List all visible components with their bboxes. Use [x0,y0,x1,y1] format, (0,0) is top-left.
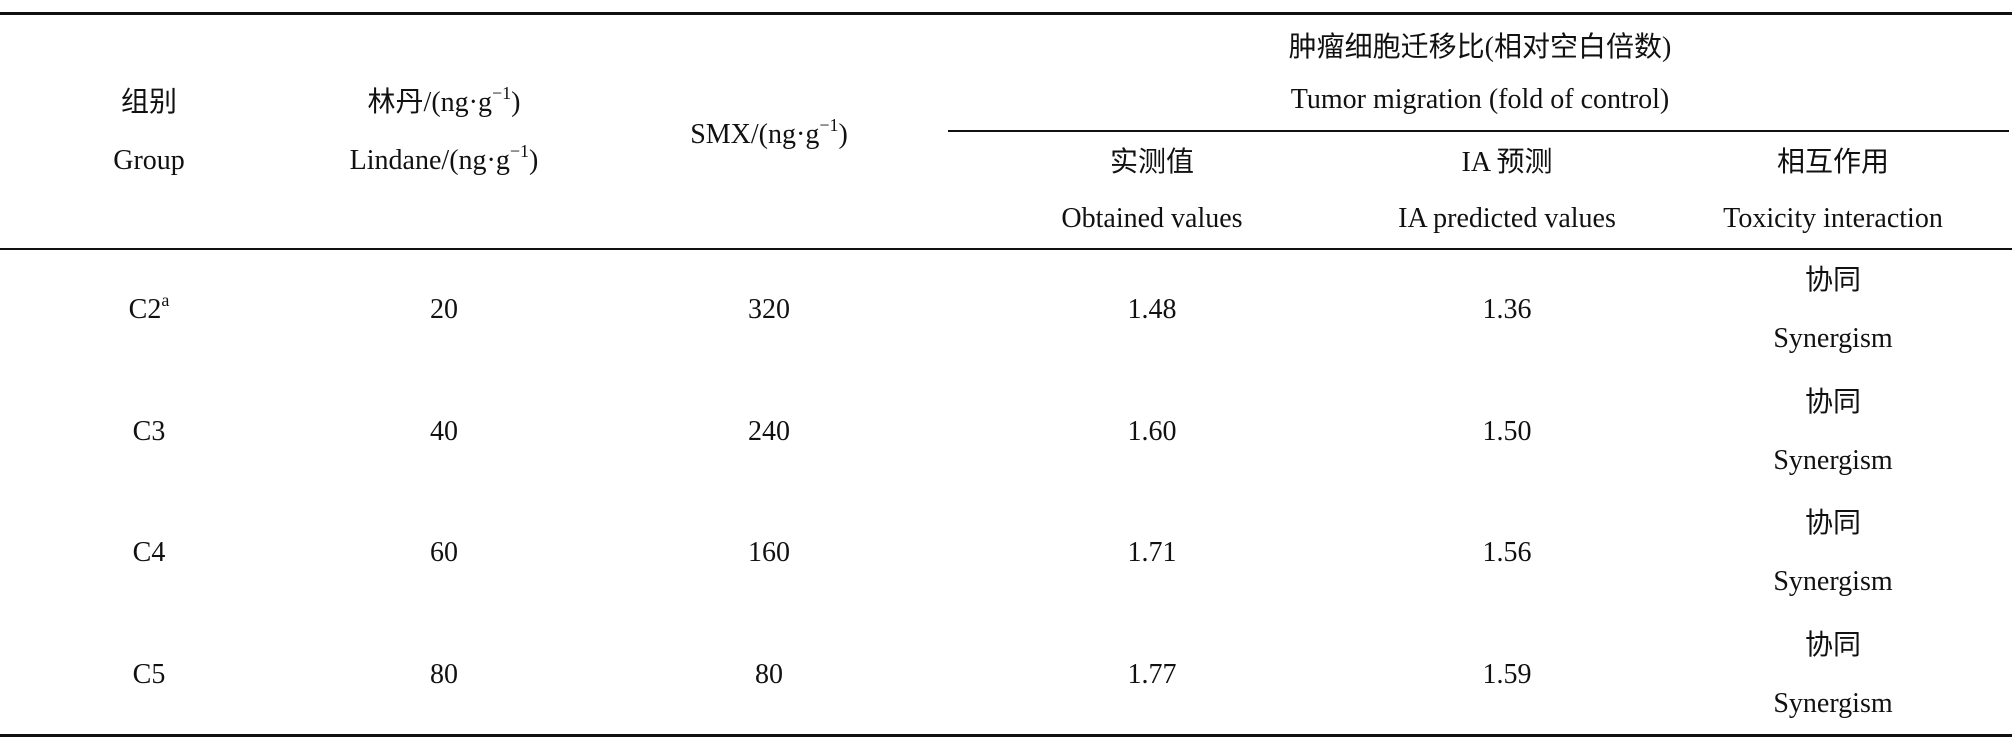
row-group-sup: a [161,290,170,310]
span-rule [948,130,2009,132]
header-lindane-en-text: Lindane/(ng·g [349,145,510,176]
header-smx-text: SMX/(ng·g [690,119,820,150]
row-obtained: 1.71 [1127,537,1177,568]
top-rule [0,12,2012,15]
header-smx-tail: ) [838,119,848,150]
row-interaction-en: Synergism [1773,445,1893,476]
header-lindane-en: Lindane/(ng·g−1) [349,142,539,176]
row-group: C3 [133,418,166,446]
row-interaction-zh: 协同 [1804,630,1862,661]
row-group-text: C3 [132,416,166,447]
row-smx: 320 [748,294,790,325]
row-group-text: C4 [132,537,166,568]
row-interaction-en: Synergism [1773,688,1893,719]
row-smx: 80 [755,659,783,690]
header-tumor-zh: 肿瘤细胞迁移比(相对空白倍数) [1288,32,1672,63]
header-group-zh: 组别 [120,87,178,118]
header-lindane-zh-sup: −1 [491,83,512,103]
header-smx: SMX/(ng·g−1) [690,116,848,150]
row-interaction-en: Synergism [1773,566,1893,597]
header-lindane-zh-tail: ) [511,87,521,118]
row-lindane: 40 [430,416,458,447]
row-obtained: 1.60 [1127,416,1177,447]
row-obtained: 1.77 [1127,659,1177,690]
row-group-text: C5 [132,659,166,690]
bottom-rule [0,734,2012,737]
header-interaction-en: Toxicity interaction [1723,203,1943,234]
row-group: C5 [133,661,166,689]
row-lindane: 60 [430,537,458,568]
row-ia-predicted: 1.50 [1482,416,1532,447]
row-interaction-zh: 协同 [1804,508,1862,539]
header-interaction-zh: 相互作用 [1776,147,1890,178]
row-ia-predicted: 1.36 [1482,294,1532,325]
row-interaction-zh: 协同 [1804,387,1862,418]
row-ia-predicted: 1.59 [1482,659,1532,690]
row-group: C4 [133,539,166,567]
header-lindane-zh-text: 林丹/(ng·g [367,87,492,118]
header-smx-sup: −1 [819,115,839,135]
header-obtained-en: Obtained values [1061,203,1243,234]
header-ia-predicted-zh: IA 预测 [1461,147,1553,178]
row-smx: 160 [748,537,790,568]
header-tumor-en: Tumor migration (fold of control) [1290,84,1670,115]
row-group: C2a [128,291,170,325]
row-lindane: 80 [430,659,458,690]
row-group-text: C2 [128,294,162,325]
header-group-en: Group [113,145,185,176]
header-lindane-en-tail: ) [529,145,539,176]
header-lindane-zh: 林丹/(ng·g−1) [367,84,521,118]
header-lindane-en-sup: −1 [509,141,529,161]
row-interaction-zh: 协同 [1804,265,1862,296]
header-obtained-zh: 实测值 [1109,147,1195,178]
row-lindane: 20 [430,294,458,325]
header-rule [0,248,2012,250]
row-smx: 240 [748,416,790,447]
row-interaction-en: Synergism [1773,323,1893,354]
row-ia-predicted: 1.56 [1482,537,1532,568]
header-ia-predicted-en: IA predicted values [1398,203,1616,234]
row-obtained: 1.48 [1127,294,1177,325]
